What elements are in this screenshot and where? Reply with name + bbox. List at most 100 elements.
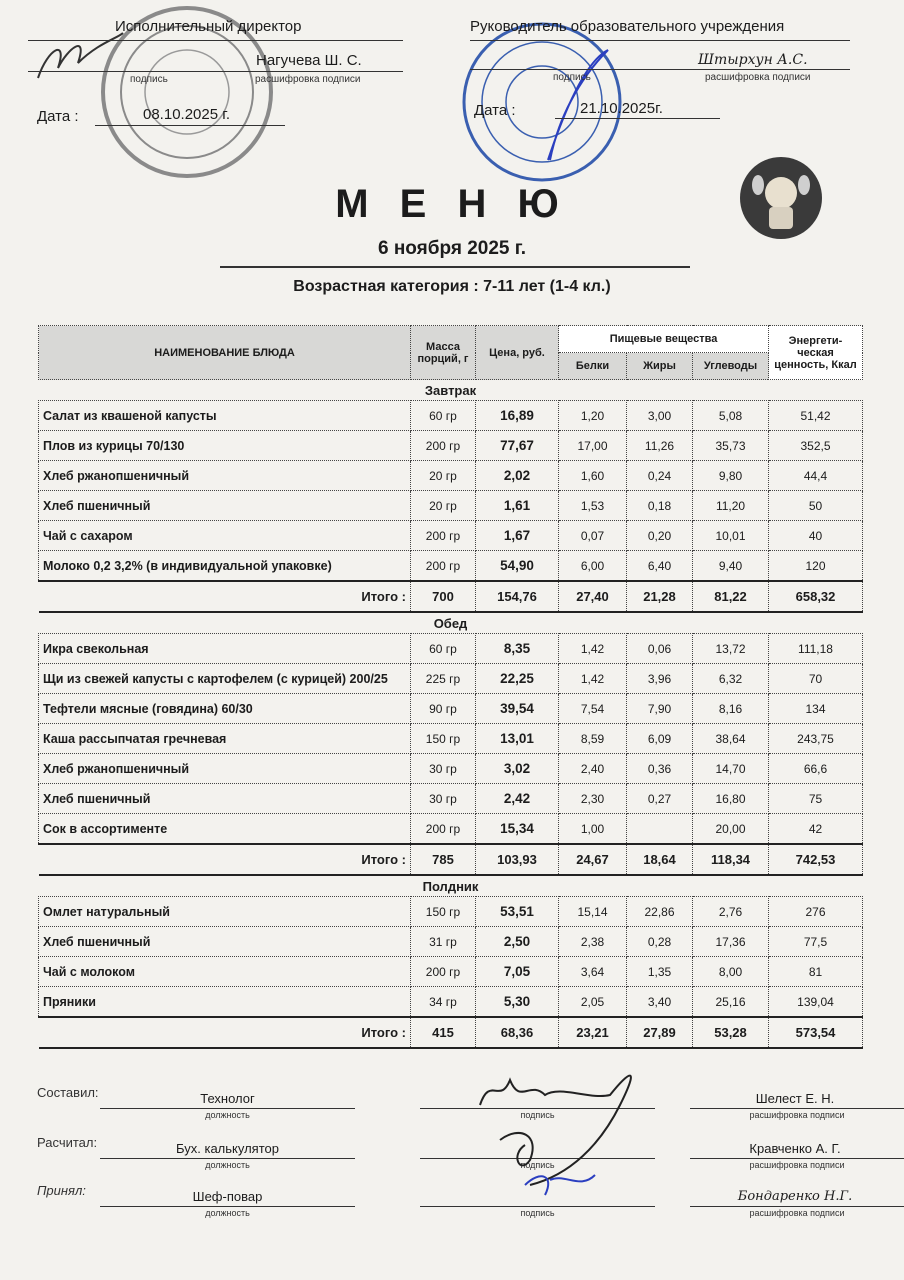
cell-fat: 0,36 xyxy=(626,753,693,784)
cell-mass: 60 гр xyxy=(410,633,476,664)
cell-dish-name: Сок в ассортименте xyxy=(38,813,411,845)
cell-dish-name: Икра свекольная xyxy=(38,633,411,664)
cell-carbs: 14,70 xyxy=(691,753,770,784)
cell-price: 54,90 xyxy=(475,550,559,582)
left-name: Нагучева Ш. С. xyxy=(256,52,362,69)
total-value: 785 xyxy=(410,843,476,876)
cell-energy: 352,5 xyxy=(768,430,864,461)
cell-fat: 3,40 xyxy=(626,986,693,1018)
cell-protein: 2,30 xyxy=(558,783,627,814)
cell-protein: 2,05 xyxy=(558,986,627,1018)
cell-protein: 0,07 xyxy=(558,520,627,551)
left-date: 08.10.2025 г. xyxy=(143,106,231,123)
cell-price: 16,89 xyxy=(475,400,559,431)
cell-fat xyxy=(626,813,693,845)
cell-protein: 6,00 xyxy=(558,550,627,582)
table-row: Пряники 34 гр 5,30 2,05 3,40 25,16 139,04 xyxy=(38,986,864,1018)
table-row: Молоко 0,2 3,2% (в индивидуальной упаков… xyxy=(38,550,864,582)
cell-fat: 3,00 xyxy=(626,400,693,431)
cell-carbs: 9,40 xyxy=(691,550,770,582)
header-energy: Энергети-ческая ценность, Ккал xyxy=(768,325,864,380)
total-value: 573,54 xyxy=(768,1016,864,1049)
cell-mass: 200 гр xyxy=(410,813,476,845)
total-value: 18,64 xyxy=(626,843,693,876)
cell-carbs: 8,16 xyxy=(691,693,770,724)
cell-price: 77,67 xyxy=(475,430,559,461)
cell-dish-name: Салат из квашеной капусты xyxy=(38,400,411,431)
cell-protein: 17,00 xyxy=(558,430,627,461)
total-row: Итого :700 154,76 27,40 21,28 81,22 658,32 xyxy=(38,580,864,613)
table-row: Хлеб пшеничный 30 гр 2,42 2,30 0,27 16,80 75 xyxy=(38,783,864,814)
header-fat: Жиры xyxy=(626,352,693,380)
total-value: 23,21 xyxy=(558,1016,627,1049)
cell-fat: 11,26 xyxy=(626,430,693,461)
section-title: Завтрак xyxy=(424,382,477,398)
cell-mass: 200 гр xyxy=(410,430,476,461)
cell-protein: 2,38 xyxy=(558,926,627,957)
cell-price: 1,67 xyxy=(475,520,559,551)
cell-protein: 8,59 xyxy=(558,723,627,754)
total-value: 21,28 xyxy=(626,580,693,613)
cell-price: 7,05 xyxy=(475,956,559,987)
total-value: 415 xyxy=(410,1016,476,1049)
left-position: Исполнительный директор xyxy=(115,18,302,35)
cell-mass: 200 гр xyxy=(410,956,476,987)
signature-role: Составил: xyxy=(37,1085,99,1100)
cell-energy: 75 xyxy=(768,783,864,814)
cell-carbs: 5,08 xyxy=(691,400,770,431)
table-row: Икра свекольная 60 гр 8,35 1,42 0,06 13,72 111… xyxy=(38,633,864,664)
cell-mass: 34 гр xyxy=(410,986,476,1018)
cell-price: 2,02 xyxy=(475,460,559,491)
cell-protein: 1,53 xyxy=(558,490,627,521)
header-price: Цена, руб. xyxy=(475,325,559,380)
page-title: М Е Н Ю xyxy=(335,182,569,226)
cell-mass: 30 гр xyxy=(410,783,476,814)
cell-mass: 31 гр xyxy=(410,926,476,957)
cell-dish-name: Хлеб пшеничный xyxy=(38,490,411,521)
header-nutrients: Пищевые вещества xyxy=(557,325,770,353)
signature-position: Шеф-повар xyxy=(192,1189,263,1204)
cell-carbs: 9,80 xyxy=(691,460,770,491)
table-row: Каша рассыпчатая гречневая 150 гр 13,01 8,5… xyxy=(38,723,864,754)
header-name: НАИМЕНОВАНИЕ БЛЮДА xyxy=(38,325,411,380)
cell-fat: 0,28 xyxy=(626,926,693,957)
cell-protein: 1,42 xyxy=(558,633,627,664)
position-caption: должность xyxy=(205,1110,250,1120)
total-label: Итого : xyxy=(38,843,411,876)
menu-date: 6 ноября 2025 г. xyxy=(377,238,527,259)
cell-carbs: 16,80 xyxy=(691,783,770,814)
cell-fat: 0,18 xyxy=(626,490,693,521)
cell-mass: 60 гр xyxy=(410,400,476,431)
cell-carbs: 17,36 xyxy=(691,926,770,957)
total-value: 742,53 xyxy=(768,843,864,876)
cell-price: 39,54 xyxy=(475,693,559,724)
cell-mass: 200 гр xyxy=(410,520,476,551)
header-mass: Масса порций, г xyxy=(410,325,476,380)
cell-price: 8,35 xyxy=(475,633,559,664)
table-row: Хлеб пшеничный 31 гр 2,50 2,38 0,28 17,36 77,5 xyxy=(38,926,864,957)
signature-role: Принял: xyxy=(37,1183,86,1198)
cell-energy: 134 xyxy=(768,693,864,724)
cell-mass: 20 гр xyxy=(410,490,476,521)
cell-carbs: 13,72 xyxy=(691,633,770,664)
cell-fat: 0,06 xyxy=(626,633,693,664)
stamp-right-icon xyxy=(462,22,622,182)
cell-mass: 20 гр xyxy=(410,460,476,491)
cell-energy: 77,5 xyxy=(768,926,864,957)
sign-caption: подпись xyxy=(520,1110,555,1120)
total-value: 24,67 xyxy=(558,843,627,876)
name-caption: расшифровка подписи xyxy=(749,1160,845,1170)
cell-price: 53,51 xyxy=(475,896,559,927)
table-row: Плов из курицы 70/130 200 гр 77,67 17,00 11,… xyxy=(38,430,864,461)
table-row: Хлеб пшеничный 20 гр 1,61 1,53 0,18 11,20 50 xyxy=(38,490,864,521)
cell-fat: 6,09 xyxy=(626,723,693,754)
signature-role: Расчитал: xyxy=(37,1135,98,1150)
cell-energy: 243,75 xyxy=(768,723,864,754)
signature-position: Технолог xyxy=(200,1091,255,1106)
cell-dish-name: Хлеб пшеничный xyxy=(38,926,411,957)
signature-position: Бух. калькулятор xyxy=(176,1141,279,1156)
signature-name: Бондаренко Н.Г. xyxy=(737,1189,853,1204)
table-row: Салат из квашеной капусты 60 гр 16,89 1,20 3… xyxy=(38,400,864,431)
right-name-caption: расшифровка подписи xyxy=(705,72,811,83)
cell-carbs: 20,00 xyxy=(691,813,770,845)
